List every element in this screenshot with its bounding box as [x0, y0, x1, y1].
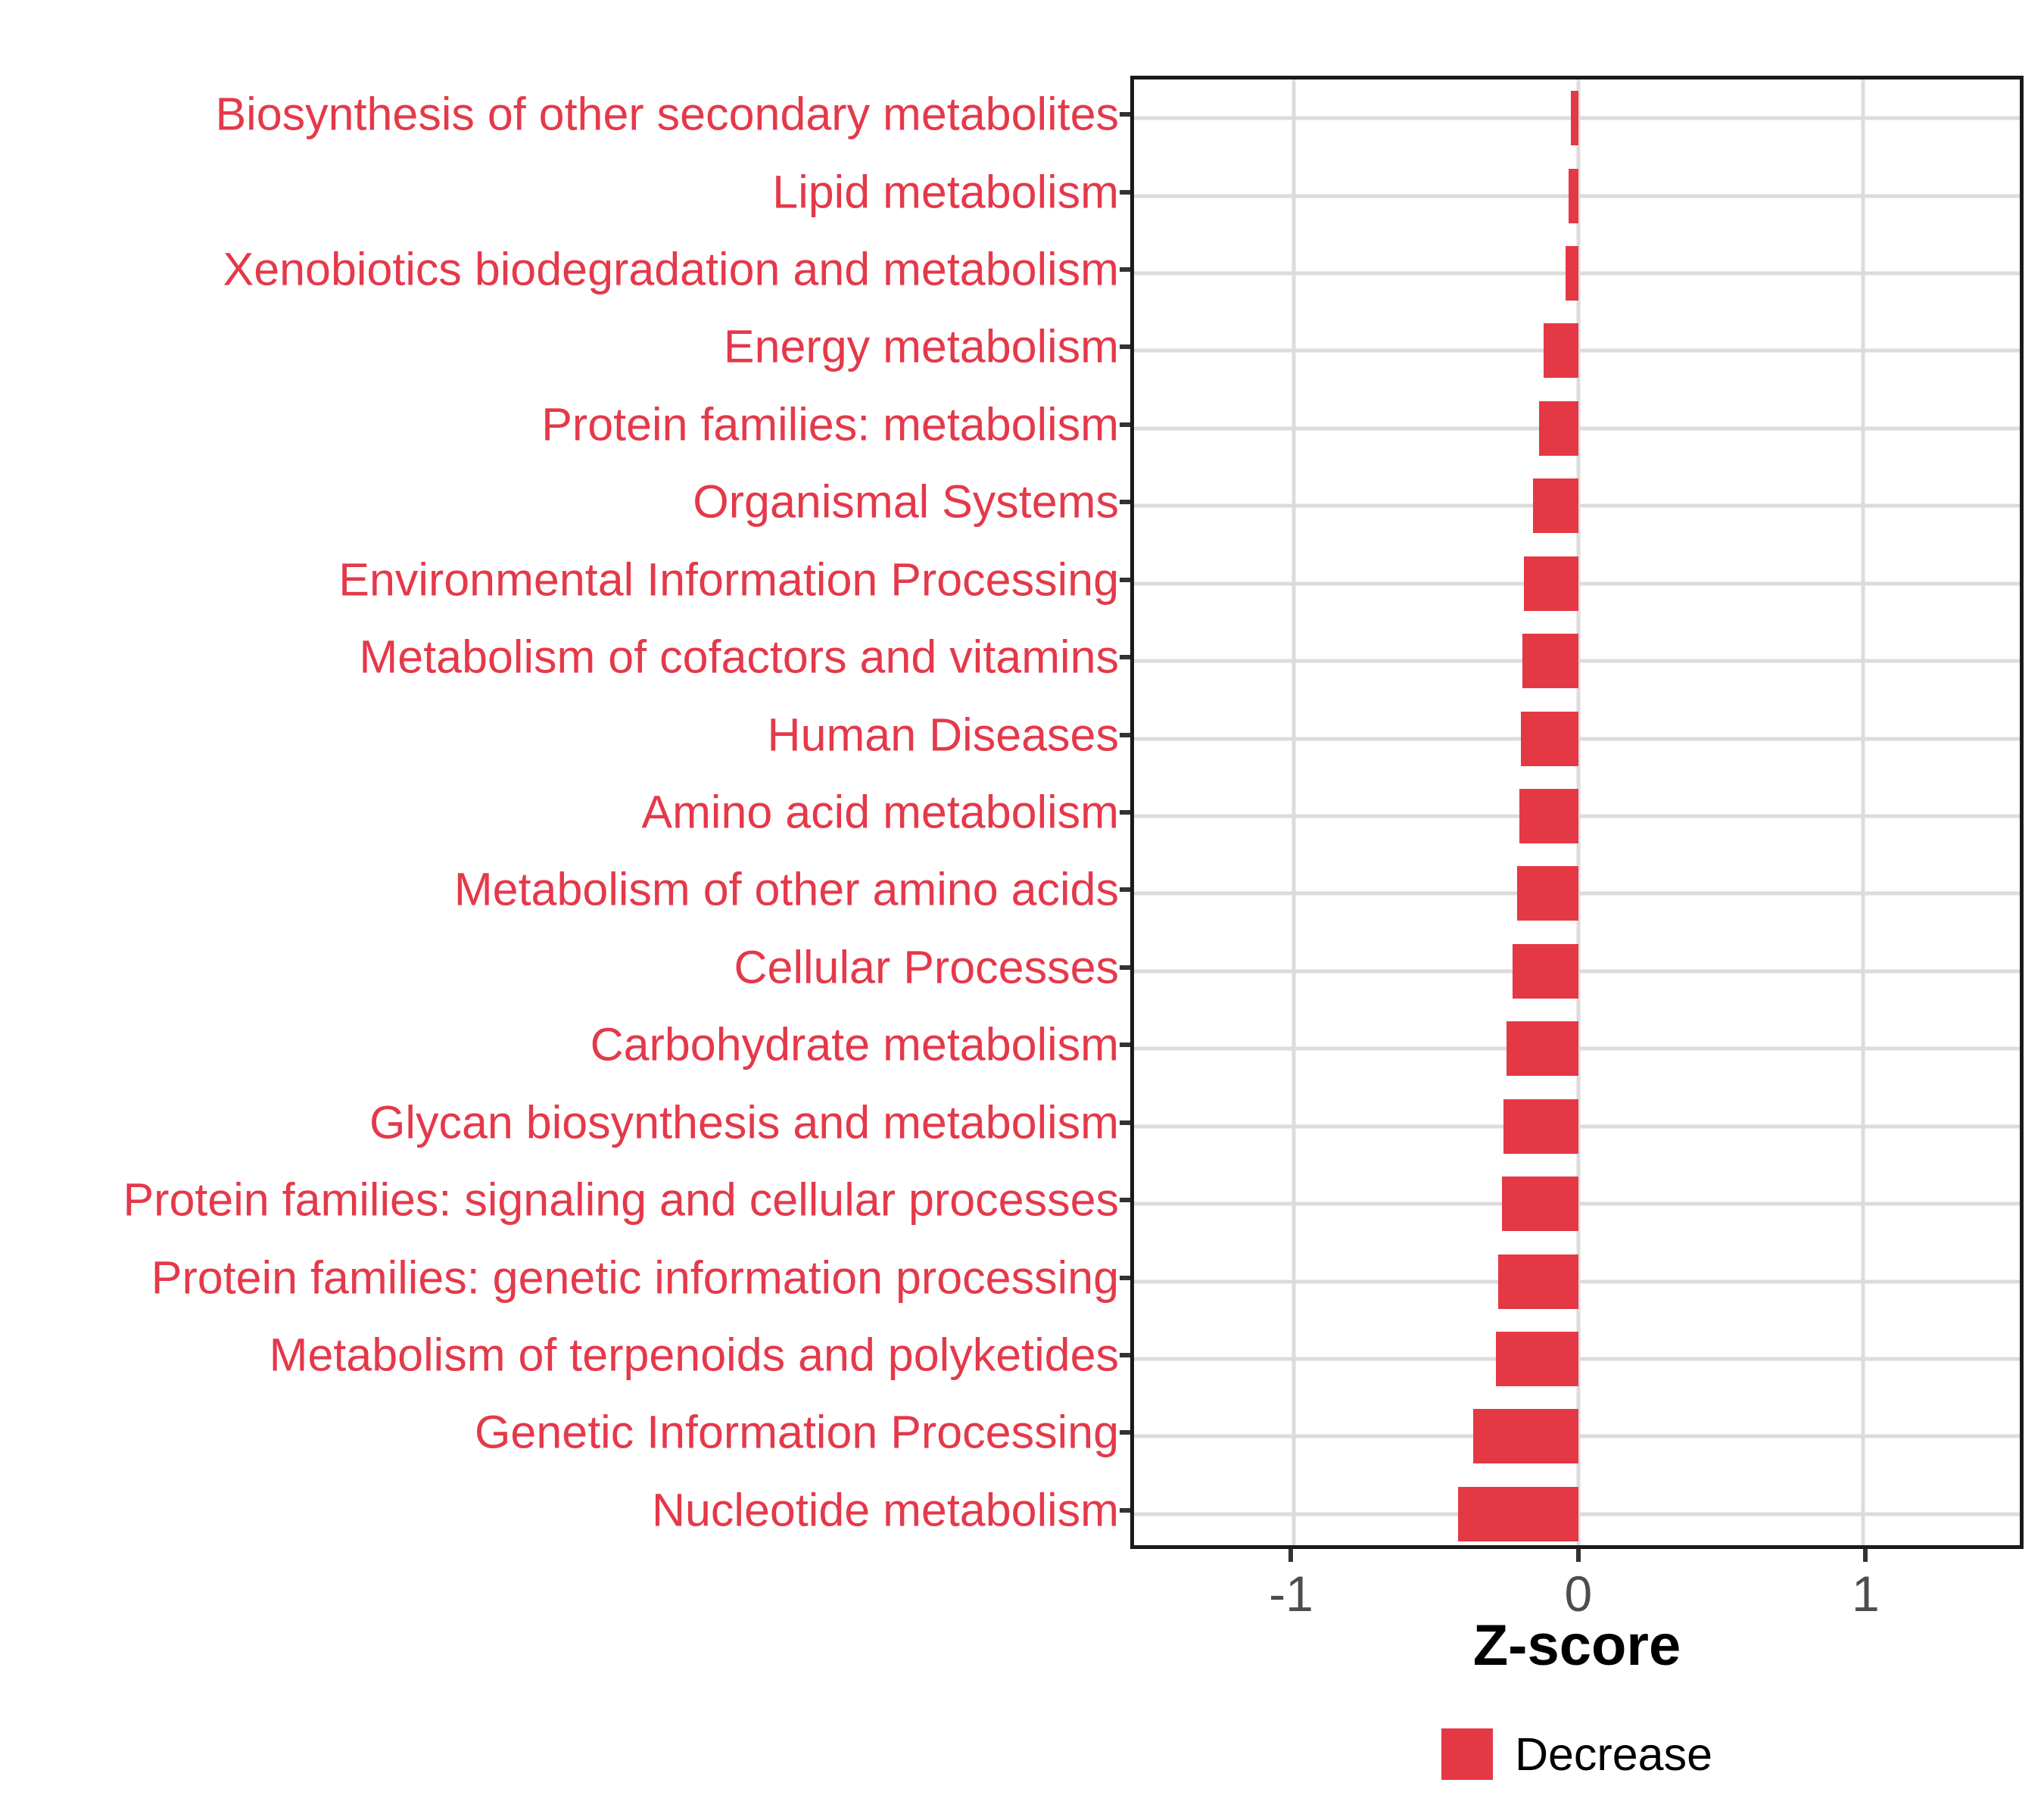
- bar-8: [1522, 634, 1578, 689]
- y-axis-label: Energy metabolism: [723, 320, 1119, 372]
- y-tick: [1120, 267, 1130, 273]
- x-tick-label: -1: [1269, 1566, 1313, 1622]
- y-axis-label: Carbohydrate metabolism: [590, 1018, 1119, 1071]
- y-tick: [1120, 112, 1130, 117]
- x-gridline: [1576, 79, 1581, 1545]
- bar-7: [1523, 556, 1578, 611]
- y-tick: [1120, 1430, 1130, 1435]
- y-tick: [1120, 1275, 1130, 1280]
- y-tick: [1120, 965, 1130, 970]
- y-axis-label: Amino acid metabolism: [641, 786, 1119, 838]
- bar-9: [1520, 711, 1578, 766]
- y-tick: [1120, 500, 1130, 505]
- y-axis-label: Metabolism of cofactors and vitamins: [359, 631, 1119, 683]
- y-tick: [1120, 1120, 1130, 1125]
- y-tick: [1120, 577, 1130, 582]
- y-tick: [1120, 1198, 1130, 1203]
- bar-17: [1495, 1331, 1578, 1386]
- bar-6: [1533, 478, 1578, 534]
- y-axis-label: Metabolism of terpenoids and polyketides: [269, 1329, 1119, 1381]
- y-axis-label: Protein families: signaling and cellular…: [123, 1173, 1119, 1226]
- x-gridline: [1292, 79, 1296, 1545]
- y-tick: [1120, 1507, 1130, 1513]
- x-axis-title: Z-score: [1472, 1613, 1681, 1678]
- y-tick: [1120, 655, 1130, 660]
- bar-4: [1544, 323, 1578, 379]
- x-tick: [1863, 1549, 1868, 1562]
- bar-18: [1473, 1409, 1578, 1464]
- legend-label: Decrease: [1514, 1728, 1713, 1780]
- x-tick-label: 1: [1851, 1566, 1880, 1622]
- y-axis-label: Nucleotide metabolism: [651, 1484, 1119, 1536]
- bar-19: [1457, 1486, 1578, 1541]
- y-tick: [1120, 1352, 1130, 1357]
- y-axis-label: Biosynthesis of other secondary metaboli…: [215, 88, 1119, 140]
- y-axis-label: Cellular Processes: [734, 941, 1119, 993]
- x-tick: [1575, 1549, 1581, 1562]
- bar-5: [1539, 400, 1578, 456]
- y-axis-label: Protein families: metabolism: [541, 398, 1119, 450]
- y-tick: [1120, 344, 1130, 350]
- bar-13: [1506, 1021, 1578, 1077]
- y-axis-label: Glycan biosynthesis and metabolism: [369, 1096, 1119, 1148]
- x-tick-label: 0: [1564, 1566, 1593, 1622]
- y-axis-label: Organismal Systems: [693, 475, 1119, 528]
- y-tick: [1120, 732, 1130, 737]
- y-axis-label: Human Diseases: [767, 709, 1119, 761]
- y-axis-label: Lipid metabolism: [772, 166, 1119, 218]
- bar-15: [1501, 1177, 1578, 1232]
- y-tick: [1120, 887, 1130, 893]
- bar-14: [1503, 1099, 1578, 1154]
- bar-3: [1565, 246, 1578, 301]
- bar-12: [1512, 943, 1578, 999]
- bar-10: [1519, 789, 1578, 843]
- legend-swatch-decrease: [1441, 1728, 1493, 1780]
- y-axis-label: Environmental Information Processing: [338, 553, 1119, 606]
- y-axis-label: Metabolism of other amino acids: [453, 863, 1119, 915]
- bar-16: [1497, 1254, 1578, 1309]
- plot-panel: [1130, 76, 2024, 1549]
- y-tick: [1120, 1043, 1130, 1048]
- bar-11: [1517, 866, 1578, 921]
- legend: Decrease: [1130, 1728, 2024, 1780]
- bar-1: [1571, 91, 1578, 146]
- y-axis-label: Genetic Information Processing: [474, 1406, 1119, 1458]
- y-axis-label: Xenobiotics biodegradation and metabolis…: [223, 243, 1119, 295]
- y-axis-label: Protein families: genetic information pr…: [151, 1251, 1119, 1303]
- bar-2: [1569, 168, 1578, 223]
- x-tick: [1288, 1549, 1294, 1562]
- y-tick: [1120, 810, 1130, 815]
- x-gridline: [1861, 79, 1865, 1545]
- y-tick: [1120, 422, 1130, 427]
- y-tick: [1120, 189, 1130, 195]
